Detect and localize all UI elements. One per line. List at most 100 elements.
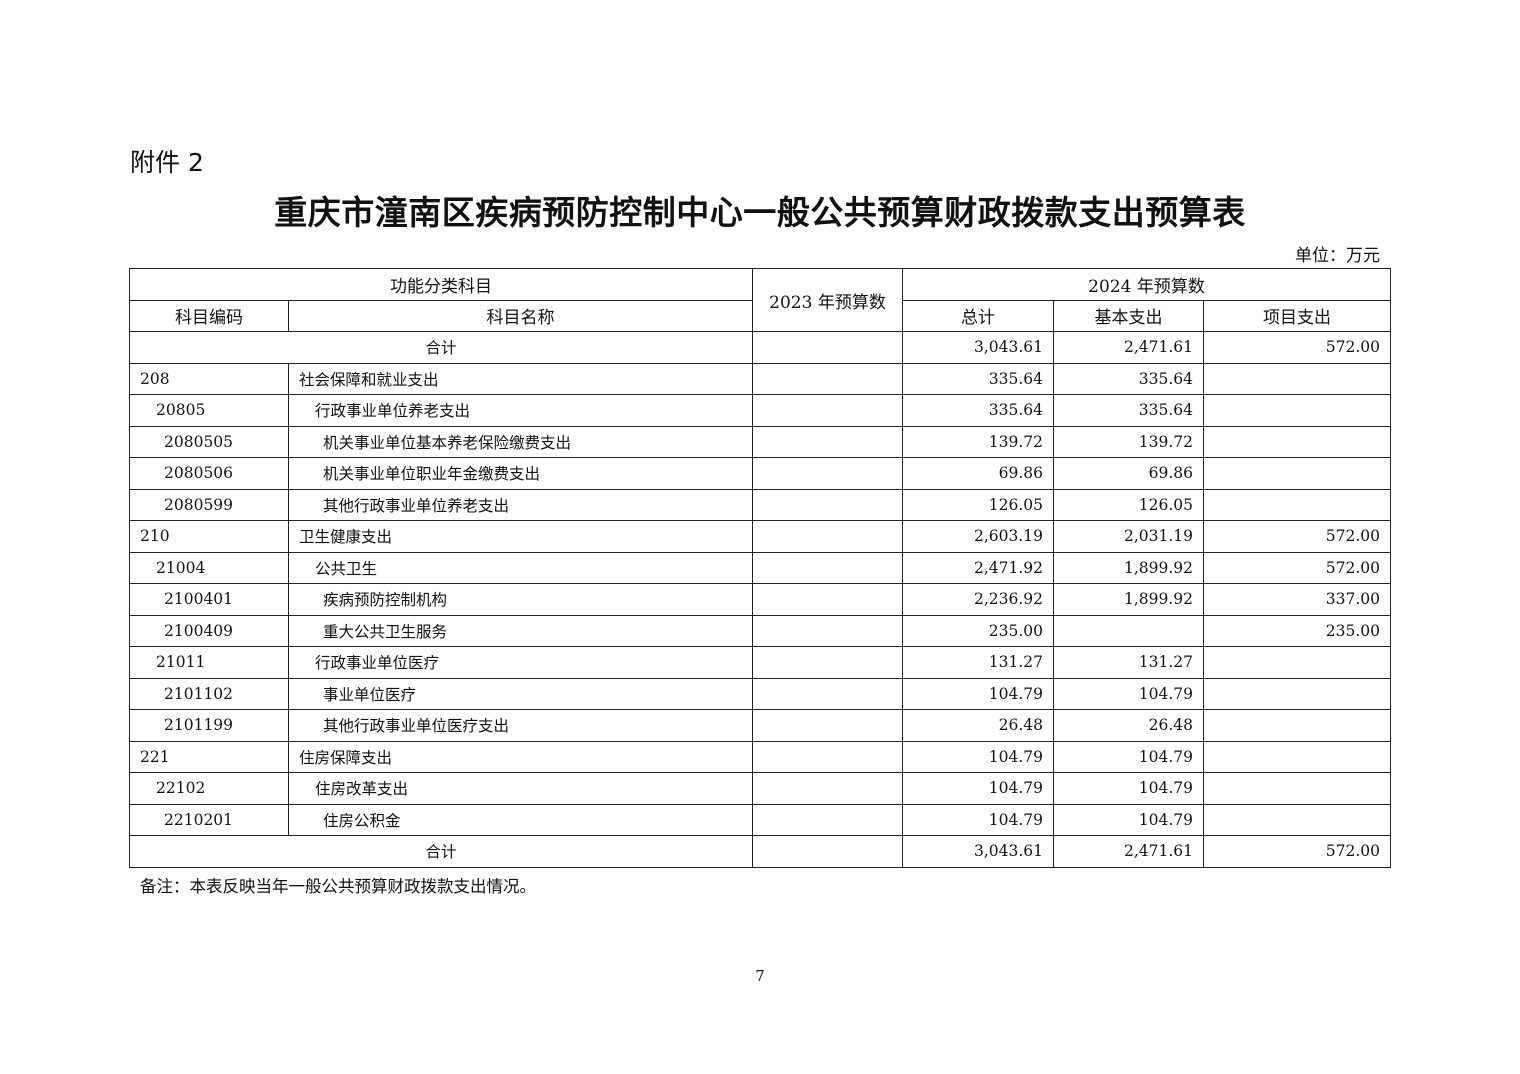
header-2023-budget: 2023 年预算数 xyxy=(752,268,903,332)
table-row: 20805 行政事业单位养老支出 335.64 335.64 xyxy=(129,394,1391,427)
table-row: 221 住房保障支出 104.79 104.79 xyxy=(129,740,1391,773)
cell-project xyxy=(1203,803,1391,836)
cell-basic: 2,031.19 xyxy=(1053,520,1204,553)
cell-2023-budget xyxy=(752,709,903,742)
cell-basic: 335.64 xyxy=(1053,394,1204,427)
cell-2023-budget xyxy=(752,740,903,773)
cell-code: 22102 xyxy=(129,772,289,805)
cell-code: 2101199 xyxy=(129,709,289,742)
unit-label: 单位：万元 xyxy=(1295,246,1380,266)
cell-basic: 1,899.92 xyxy=(1053,551,1204,584)
cell-2023-budget xyxy=(752,394,903,427)
cell-code: 21011 xyxy=(129,646,289,679)
cell-code: 2100409 xyxy=(129,614,289,647)
cell-total: 335.64 xyxy=(902,394,1054,427)
cell-2023-budget xyxy=(752,331,903,364)
cell-basic: 26.48 xyxy=(1053,709,1204,742)
cell-2023-budget xyxy=(752,362,903,395)
header-function-category: 功能分类科目 xyxy=(129,268,753,301)
cell-project xyxy=(1203,772,1391,805)
cell-code: 2210201 xyxy=(129,803,289,836)
cell-total: 131.27 xyxy=(902,646,1054,679)
cell-2023-budget xyxy=(752,646,903,679)
cell-name: 公共卫生 xyxy=(288,551,753,584)
cell-code: 2100401 xyxy=(129,583,289,616)
cell-basic: 2,471.61 xyxy=(1053,331,1204,364)
cell-code: 210 xyxy=(129,520,289,553)
cell-2023-budget xyxy=(752,583,903,616)
cell-project xyxy=(1203,677,1391,710)
cell-code: 208 xyxy=(129,362,289,395)
cell-name: 卫生健康支出 xyxy=(288,520,753,553)
cell-name: 疾病预防控制机构 xyxy=(288,583,753,616)
cell-total: 3,043.61 xyxy=(902,331,1054,364)
cell-project: 572.00 xyxy=(1203,520,1391,553)
table-row: 22102 住房改革支出 104.79 104.79 xyxy=(129,772,1391,805)
cell-name: 住房保障支出 xyxy=(288,740,753,773)
cell-2023-budget xyxy=(752,488,903,521)
table-row: 21004 公共卫生 2,471.92 1,899.92 572.00 xyxy=(129,551,1391,584)
cell-total: 3,043.61 xyxy=(902,835,1054,868)
cell-total: 139.72 xyxy=(902,425,1054,458)
cell-basic xyxy=(1053,614,1204,647)
cell-2023-budget xyxy=(752,677,903,710)
cell-basic: 104.79 xyxy=(1053,772,1204,805)
total-label: 合计 xyxy=(129,835,753,868)
cell-name: 社会保障和就业支出 xyxy=(288,362,753,395)
table-row: 2080599 其他行政事业单位养老支出 126.05 126.05 xyxy=(129,488,1391,521)
cell-total: 104.79 xyxy=(902,677,1054,710)
cell-basic: 69.86 xyxy=(1053,457,1204,490)
cell-total: 235.00 xyxy=(902,614,1054,647)
cell-name: 事业单位医疗 xyxy=(288,677,753,710)
header-name: 科目名称 xyxy=(288,299,753,332)
cell-code: 221 xyxy=(129,740,289,773)
cell-name: 重大公共卫生服务 xyxy=(288,614,753,647)
table-row: 2080506 机关事业单位职业年金缴费支出 69.86 69.86 xyxy=(129,457,1391,490)
cell-basic: 1,899.92 xyxy=(1053,583,1204,616)
cell-project: 337.00 xyxy=(1203,583,1391,616)
cell-total: 335.64 xyxy=(902,362,1054,395)
cell-total: 104.79 xyxy=(902,740,1054,773)
cell-total: 69.86 xyxy=(902,457,1054,490)
table-row: 2100401 疾病预防控制机构 2,236.92 1,899.92 337.00 xyxy=(129,583,1391,616)
table-row: 208 社会保障和就业支出 335.64 335.64 xyxy=(129,362,1391,395)
cell-project xyxy=(1203,425,1391,458)
page-number: 7 xyxy=(755,967,765,985)
cell-name: 行政事业单位医疗 xyxy=(288,646,753,679)
cell-name: 其他行政事业单位养老支出 xyxy=(288,488,753,521)
cell-project: 572.00 xyxy=(1203,331,1391,364)
budget-table: 功能分类科目 2023 年预算数 2024 年预算数 科目编码 科目名称 总计 … xyxy=(129,268,1391,868)
cell-basic: 335.64 xyxy=(1053,362,1204,395)
total-label: 合计 xyxy=(129,331,753,364)
cell-code: 2080599 xyxy=(129,488,289,521)
cell-project: 572.00 xyxy=(1203,551,1391,584)
cell-project xyxy=(1203,394,1391,427)
cell-basic: 104.79 xyxy=(1053,740,1204,773)
cell-code: 21004 xyxy=(129,551,289,584)
cell-2023-budget xyxy=(752,425,903,458)
cell-project xyxy=(1203,646,1391,679)
table-row: 2080505 机关事业单位基本养老保险缴费支出 139.72 139.72 xyxy=(129,425,1391,458)
cell-2023-budget xyxy=(752,457,903,490)
cell-project xyxy=(1203,362,1391,395)
cell-basic: 104.79 xyxy=(1053,803,1204,836)
header-code: 科目编码 xyxy=(129,299,289,332)
cell-basic: 131.27 xyxy=(1053,646,1204,679)
cell-project: 572.00 xyxy=(1203,835,1391,868)
cell-project xyxy=(1203,709,1391,742)
cell-2023-budget xyxy=(752,551,903,584)
cell-basic: 2,471.61 xyxy=(1053,835,1204,868)
cell-total: 2,236.92 xyxy=(902,583,1054,616)
cell-basic: 104.79 xyxy=(1053,677,1204,710)
cell-name: 住房改革支出 xyxy=(288,772,753,805)
cell-basic: 139.72 xyxy=(1053,425,1204,458)
cell-code: 2080506 xyxy=(129,457,289,490)
page-title: 重庆市潼南区疾病预防控制中心一般公共预算财政拨款支出预算表 xyxy=(274,193,1246,232)
cell-2023-budget xyxy=(752,520,903,553)
cell-name: 住房公积金 xyxy=(288,803,753,836)
table-row: 2101199 其他行政事业单位医疗支出 26.48 26.48 xyxy=(129,709,1391,742)
cell-code: 2101102 xyxy=(129,677,289,710)
cell-project xyxy=(1203,457,1391,490)
cell-total: 104.79 xyxy=(902,803,1054,836)
table-row: 210 卫生健康支出 2,603.19 2,031.19 572.00 xyxy=(129,520,1391,553)
